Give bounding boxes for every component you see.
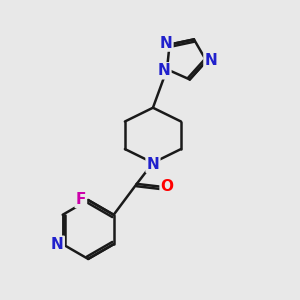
Text: N: N: [147, 157, 159, 172]
Text: N: N: [205, 53, 217, 68]
Text: N: N: [158, 63, 170, 78]
Text: O: O: [160, 179, 174, 194]
Text: N: N: [160, 36, 172, 51]
Text: N: N: [51, 237, 64, 252]
Text: F: F: [76, 192, 86, 207]
